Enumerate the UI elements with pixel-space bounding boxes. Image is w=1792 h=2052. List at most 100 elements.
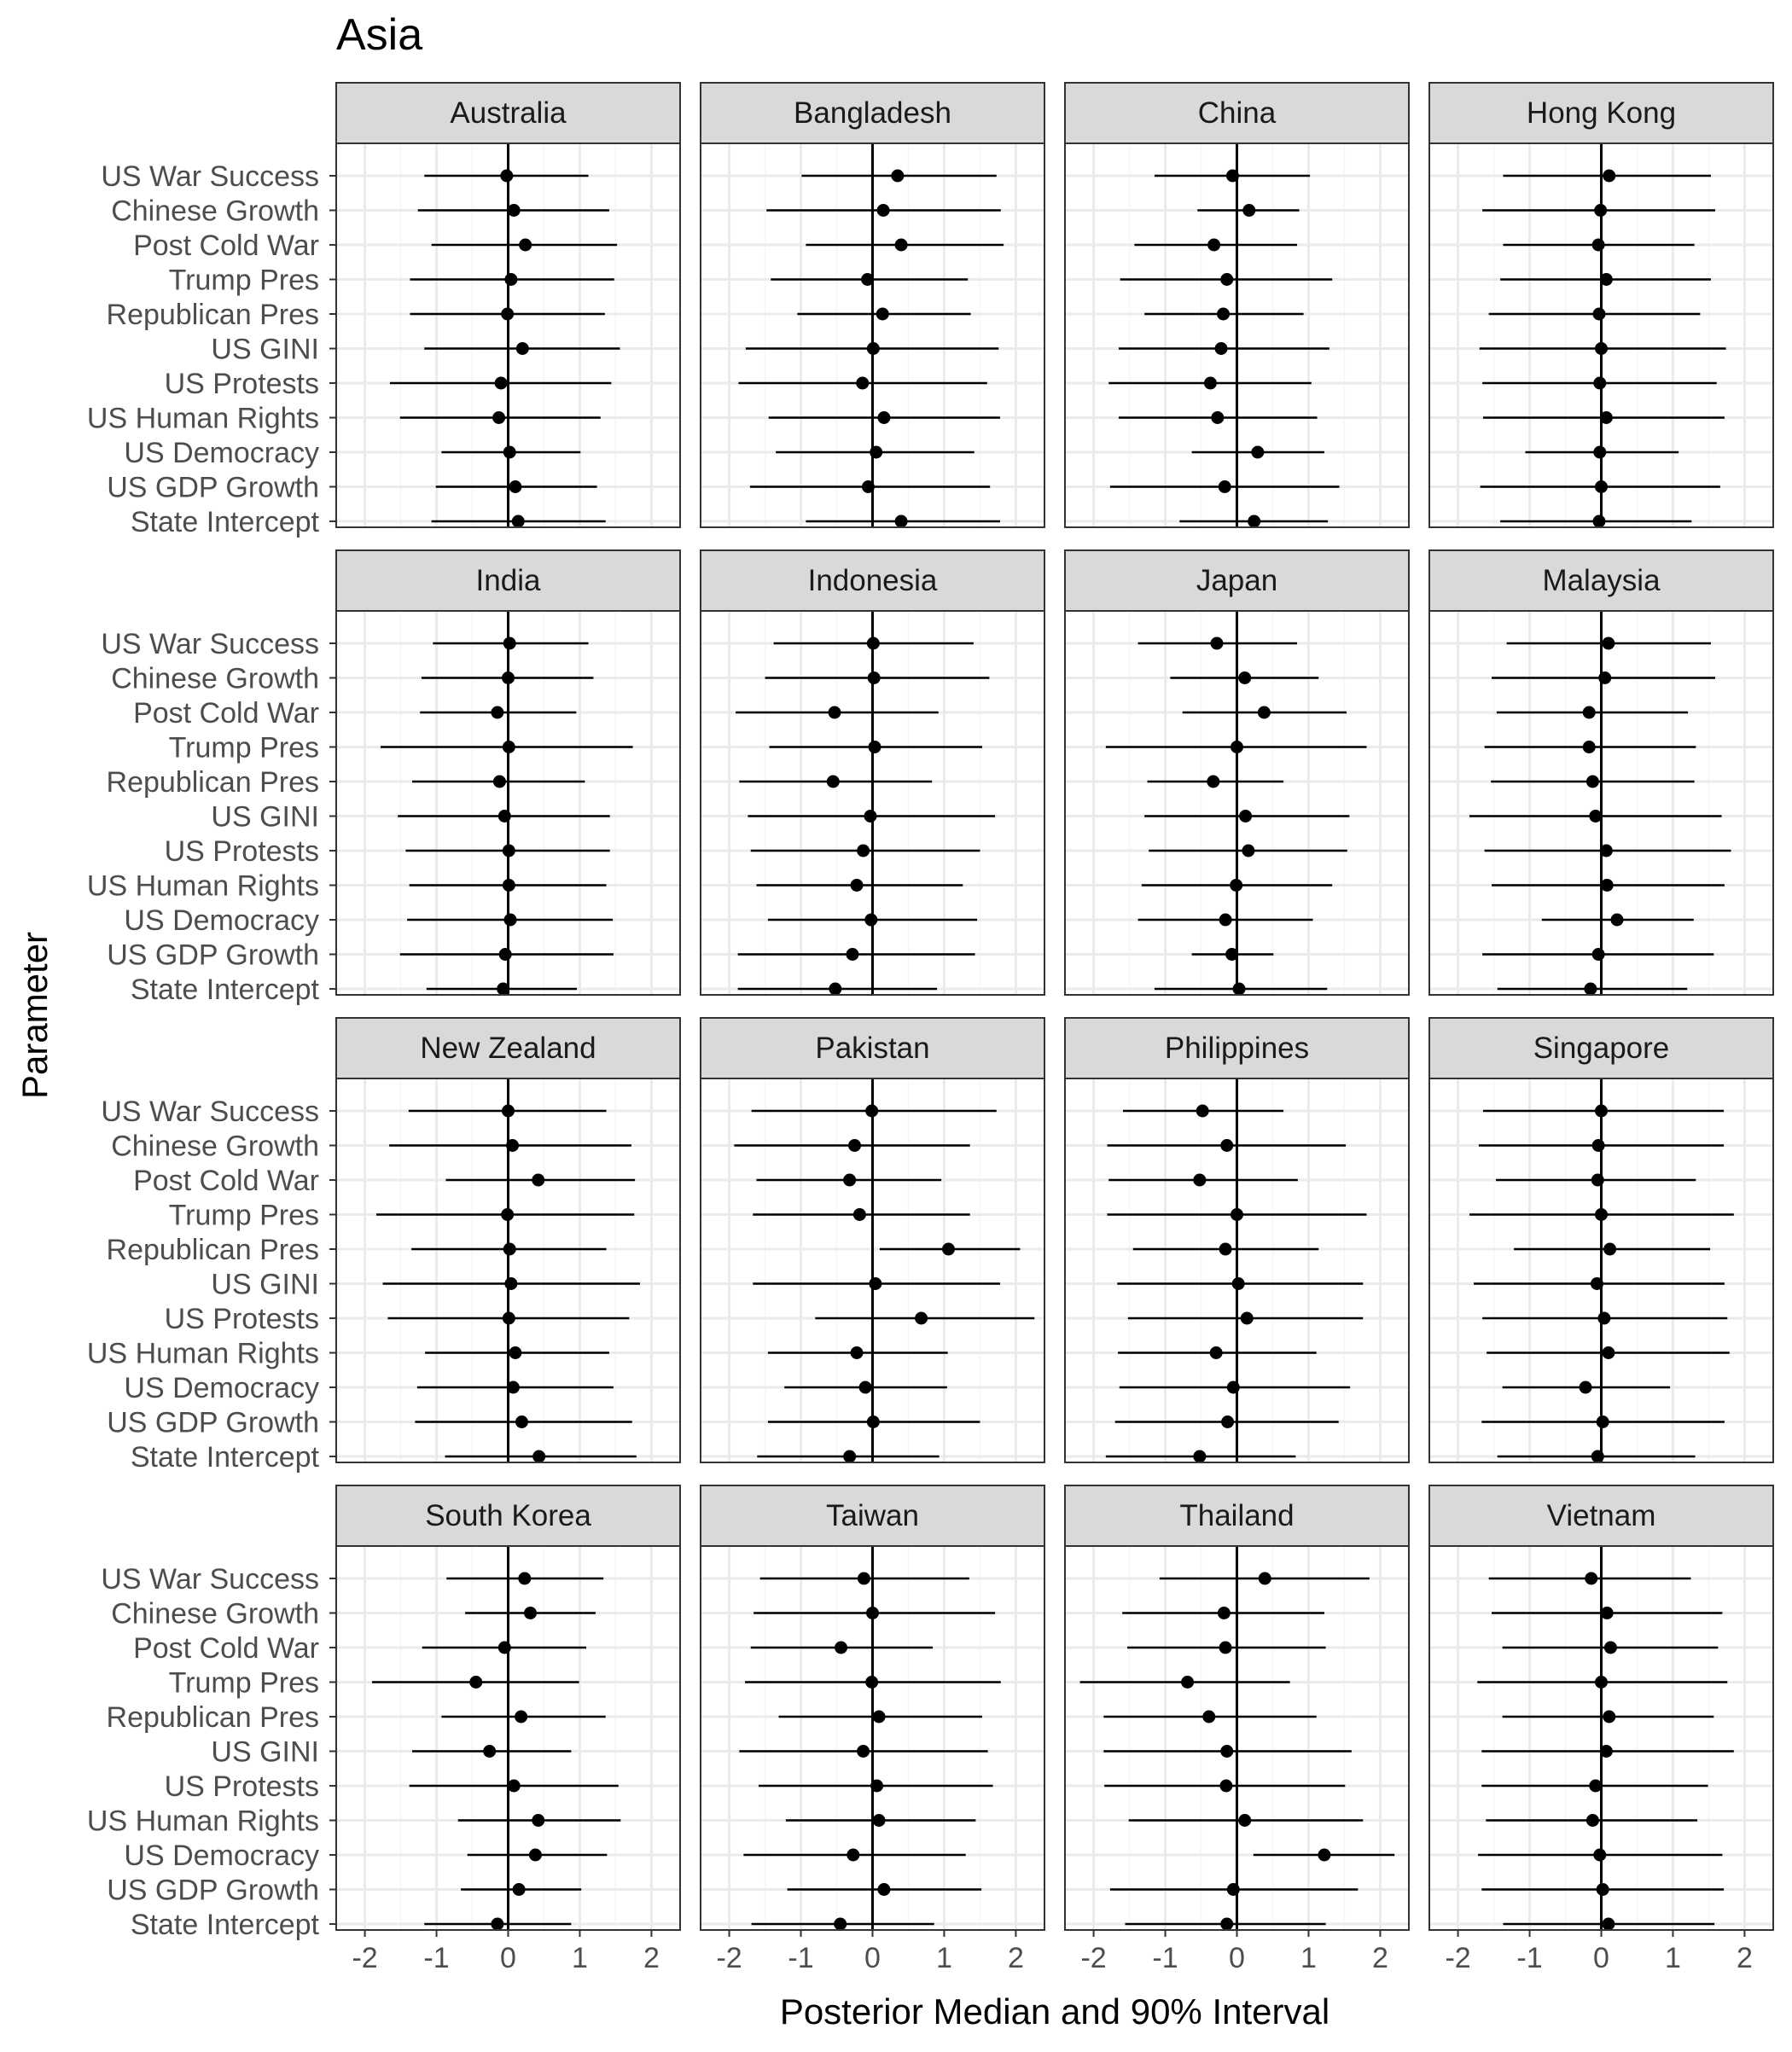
x-tick-label: 2 (643, 1942, 660, 1974)
median-point (843, 1173, 857, 1187)
facet-panel: Taiwan (700, 1485, 1045, 1931)
median-point (856, 376, 870, 390)
median-point (870, 445, 883, 459)
facet-label: Singapore (1533, 1032, 1670, 1065)
y-tick-label: Republican Pres (107, 1701, 319, 1734)
median-point (869, 1277, 882, 1290)
median-point (876, 204, 890, 217)
median-point (1318, 1848, 1331, 1862)
median-point (503, 913, 517, 927)
median-point (1595, 1208, 1608, 1221)
panel-border (700, 142, 1045, 528)
panel-border (1428, 142, 1774, 528)
y-tick-label: US Democracy (124, 1840, 319, 1872)
median-point (1258, 1572, 1271, 1585)
y-tick-label: US War Success (101, 1096, 319, 1128)
median-point (1599, 844, 1613, 857)
median-point (507, 1779, 521, 1793)
median-point (866, 637, 880, 650)
median-point (483, 1745, 497, 1758)
x-tick-label: 2 (1008, 1942, 1024, 1974)
median-point (1248, 514, 1261, 528)
median-point (1597, 1311, 1611, 1325)
median-point (519, 238, 532, 252)
y-tick-label: Post Cold War (133, 1632, 319, 1665)
x-tick-label: 1 (1665, 1942, 1681, 1974)
median-point (503, 445, 516, 459)
x-tick-label: 2 (1737, 1942, 1753, 1974)
panel-border (1428, 610, 1774, 996)
median-point (1602, 1346, 1615, 1359)
facet-panel: Malaysia (1428, 549, 1774, 996)
panel-border (1064, 1078, 1410, 1463)
median-point (515, 1710, 528, 1724)
facet-strip (1428, 549, 1774, 612)
x-tick-label: -1 (423, 1942, 449, 1974)
median-point (850, 1346, 864, 1359)
y-tick-label: US War Success (101, 628, 319, 660)
median-point (1214, 342, 1228, 355)
median-point (857, 844, 870, 857)
median-point (512, 1883, 526, 1896)
x-tick-label: 1 (1300, 1942, 1317, 1974)
median-point (1219, 913, 1232, 927)
median-point (1592, 514, 1606, 528)
facet-label: Taiwan (826, 1499, 919, 1532)
median-point (1595, 1104, 1608, 1118)
median-point (1599, 273, 1613, 286)
y-tick-label: Trump Pres (169, 1667, 319, 1700)
y-tick-label: US War Success (101, 160, 319, 193)
panel-border (1064, 610, 1410, 996)
y-tick-label: US GDP Growth (107, 1875, 319, 1907)
facet-strip (1064, 549, 1410, 612)
y-tick-label: US Protests (165, 368, 319, 400)
median-point (941, 1242, 955, 1256)
median-point (866, 342, 880, 355)
median-point (866, 1607, 879, 1619)
facet-strip (1428, 1485, 1774, 1547)
median-point (1591, 1450, 1604, 1463)
facet-strip (335, 1017, 681, 1079)
median-point (877, 411, 891, 424)
median-point (870, 1779, 884, 1793)
median-point (492, 411, 506, 424)
median-point (847, 1848, 860, 1862)
y-tick-label: Trump Pres (169, 264, 319, 297)
facet-strip (700, 549, 1045, 612)
median-point (1589, 1779, 1603, 1793)
facet-strip (700, 1485, 1045, 1547)
panel-border (1428, 1078, 1774, 1463)
median-point (894, 238, 908, 252)
x-tick-label: 1 (936, 1942, 952, 1974)
median-point (1220, 273, 1234, 286)
y-tick-label: Post Cold War (133, 230, 319, 262)
median-point (509, 1346, 522, 1359)
facet-panel: Thailand (1064, 1485, 1410, 1931)
y-tick-label: State Intercept (131, 1909, 320, 1941)
median-point (1230, 879, 1243, 892)
median-point (491, 706, 504, 719)
y-tick-label: State Intercept (131, 974, 320, 1006)
y-tick-label: US GDP Growth (107, 939, 319, 972)
facet-label: Japan (1196, 564, 1277, 597)
panel-border (335, 610, 681, 996)
median-point (1593, 1848, 1607, 1862)
x-tick-label: 2 (1372, 1942, 1388, 1974)
x-tick-label: 0 (1229, 1942, 1245, 1974)
facet-strip (700, 82, 1045, 144)
median-point (1220, 1745, 1234, 1758)
median-point (857, 1572, 870, 1585)
median-point (501, 307, 515, 321)
median-point (497, 1641, 511, 1654)
median-point (1610, 913, 1624, 927)
median-point (1193, 1450, 1207, 1463)
median-point (502, 741, 515, 753)
facet-label: Thailand (1179, 1499, 1294, 1532)
y-tick-label: US GINI (211, 1736, 319, 1769)
y-tick-label: State Intercept (131, 1441, 320, 1474)
median-point (1594, 204, 1608, 217)
median-point (1585, 1572, 1598, 1585)
median-point (515, 1415, 528, 1428)
facet-panel: Singapore (1428, 1017, 1774, 1463)
